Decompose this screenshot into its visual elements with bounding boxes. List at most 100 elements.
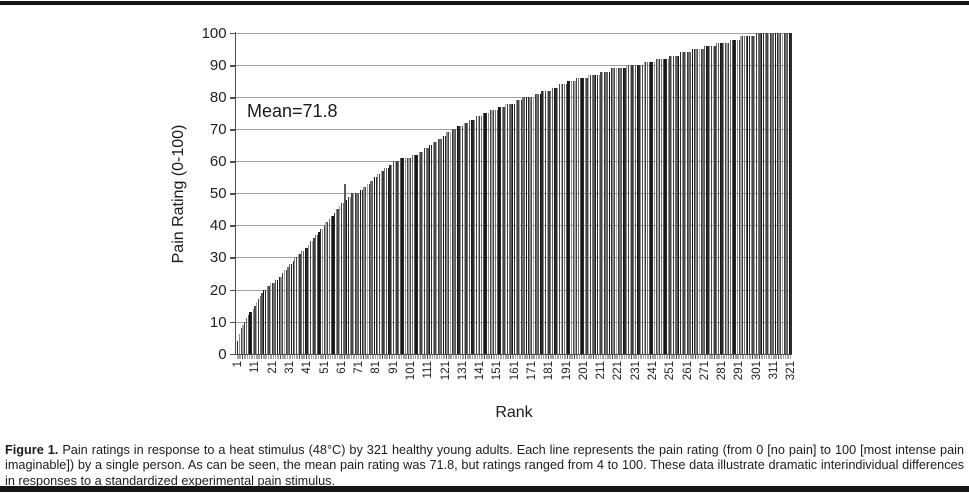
- bar: [548, 90, 550, 354]
- bar: [396, 161, 398, 354]
- bar: [712, 45, 714, 354]
- bar: [399, 158, 401, 354]
- bar: [596, 74, 599, 354]
- bar: [519, 100, 521, 354]
- bar: [309, 241, 312, 354]
- bar: [529, 97, 531, 354]
- bar: [531, 97, 533, 354]
- x-tick-label: 191: [560, 361, 573, 381]
- bar: [662, 58, 664, 354]
- bar: [308, 244, 310, 354]
- bar: [385, 167, 388, 354]
- bar: [410, 158, 412, 354]
- bar: [536, 94, 538, 354]
- bar: [681, 52, 683, 354]
- bar: [671, 55, 673, 354]
- bar: [251, 311, 253, 354]
- bar: [780, 33, 782, 354]
- bar: [774, 33, 777, 354]
- bar: [359, 190, 362, 354]
- bar: [449, 132, 452, 354]
- bar: [735, 39, 737, 354]
- bar: [389, 164, 391, 354]
- bar: [678, 55, 680, 354]
- bar: [487, 113, 490, 354]
- bar: [640, 65, 642, 354]
- x-tick-label: 161: [508, 361, 521, 381]
- bar: [582, 77, 585, 354]
- bar: [491, 110, 493, 354]
- x-axis-line: [234, 353, 793, 355]
- bar: [783, 33, 785, 354]
- bar: [688, 52, 690, 354]
- bar: [245, 318, 248, 354]
- bar: [538, 94, 540, 354]
- bar: [645, 61, 647, 354]
- x-tick-label: 11: [249, 361, 262, 373]
- bar: [340, 202, 343, 354]
- x-tick-label: 301: [750, 361, 763, 381]
- bar: [292, 260, 294, 354]
- bar: [427, 148, 429, 354]
- bar: [790, 33, 792, 354]
- bar: [570, 81, 573, 354]
- bar: [664, 58, 666, 354]
- bar: [323, 225, 325, 354]
- bar: [382, 170, 384, 354]
- bar: [513, 103, 516, 354]
- bar: [240, 327, 242, 354]
- bar: [705, 45, 707, 354]
- x-tick-label: 141: [474, 361, 487, 381]
- bar: [605, 71, 607, 354]
- bar: [320, 228, 322, 354]
- bar: [560, 84, 562, 354]
- bar: [252, 308, 254, 354]
- gridline: [234, 129, 793, 131]
- bar: [387, 167, 389, 354]
- bar: [738, 39, 740, 354]
- bar: [498, 106, 500, 354]
- bar: [474, 119, 476, 354]
- bar: [710, 45, 713, 354]
- bar: [330, 215, 332, 354]
- bar: [401, 158, 403, 354]
- bar: [472, 119, 474, 354]
- bar: [544, 90, 547, 354]
- bar: [697, 49, 699, 354]
- bar: [456, 126, 459, 354]
- bar: [652, 61, 654, 354]
- x-tick-label: 231: [629, 361, 642, 381]
- top-rule: [0, 1, 969, 5]
- bar: [249, 311, 251, 354]
- bar: [295, 257, 298, 354]
- bar: [468, 119, 471, 354]
- y-tick-label: 0: [218, 345, 227, 363]
- bar: [237, 340, 239, 354]
- bar: [264, 289, 267, 354]
- bar: [591, 74, 593, 354]
- bar: [346, 199, 348, 354]
- bar: [563, 84, 566, 354]
- bar: [534, 94, 536, 354]
- bar: [754, 36, 756, 354]
- bar: [372, 180, 374, 354]
- gridline: [234, 65, 793, 67]
- bar: [634, 65, 637, 354]
- bar: [769, 33, 771, 354]
- y-axis-line: [234, 32, 236, 355]
- gridline: [234, 97, 793, 99]
- gridline: [234, 193, 793, 195]
- bar: [636, 65, 638, 354]
- bar: [342, 202, 344, 354]
- bar: [608, 71, 611, 354]
- x-tick-label: 61: [335, 361, 348, 374]
- bar: [567, 81, 569, 354]
- x-axis-tick-comb: [237, 354, 793, 360]
- bar: [437, 138, 439, 354]
- bar: [759, 33, 761, 354]
- bar: [586, 77, 588, 354]
- bar: [761, 33, 763, 354]
- bar: [380, 170, 382, 354]
- bar: [306, 247, 308, 354]
